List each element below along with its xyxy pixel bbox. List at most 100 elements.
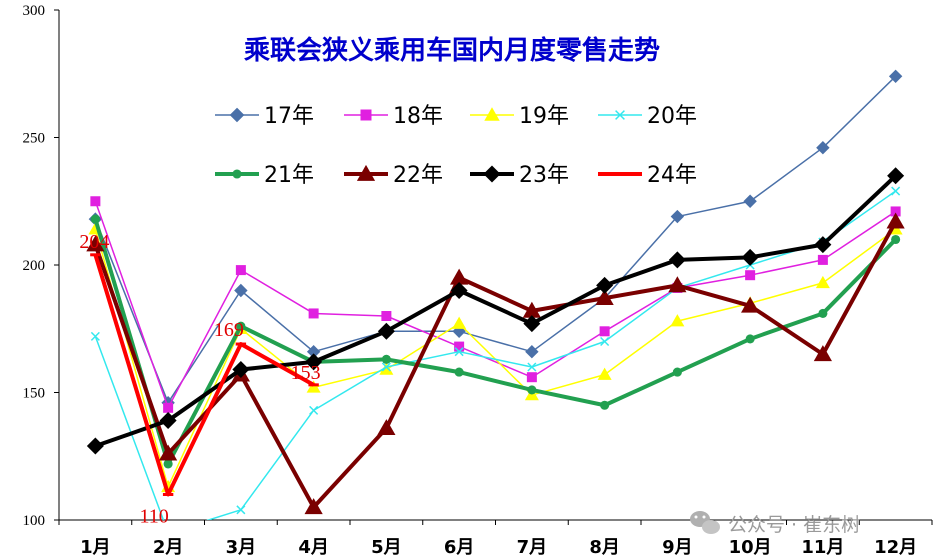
data-point — [305, 353, 323, 371]
watermark-text: 公众号 · 崔东树 — [728, 514, 860, 536]
data-point — [304, 498, 323, 515]
legend-swatch-marker — [615, 110, 625, 120]
series-line — [93, 218, 898, 466]
data-point — [163, 402, 174, 413]
data-point — [596, 276, 614, 294]
wechat-icon — [690, 511, 720, 534]
data-point — [454, 347, 464, 357]
series-line — [93, 220, 898, 510]
series-line — [94, 201, 897, 409]
legend-label: 17年 — [264, 104, 314, 129]
series-2 — [88, 222, 903, 493]
legend-label: 23年 — [519, 163, 569, 188]
data-point — [670, 209, 685, 224]
data-point — [670, 314, 685, 327]
x-tick-label: 3月 — [226, 537, 257, 558]
legend-swatch-marker — [484, 107, 500, 121]
data-point — [454, 367, 464, 377]
data-point — [234, 283, 248, 298]
legend-swatch-marker — [232, 169, 242, 179]
data-point — [309, 405, 319, 415]
data-point — [381, 354, 391, 364]
data-point — [668, 251, 686, 269]
x-tick-label: 4月 — [298, 537, 329, 558]
x-tick-label: 11月 — [801, 537, 844, 558]
x-tick-label: 10月 — [729, 537, 772, 558]
data-point — [86, 235, 105, 252]
data-point — [450, 281, 468, 300]
data-point — [818, 308, 828, 319]
data-point — [886, 212, 905, 229]
series-line — [94, 75, 897, 404]
data-point — [813, 345, 832, 362]
x-tick-label: 1月 — [80, 537, 111, 558]
data-point — [90, 196, 101, 207]
data-point — [600, 336, 610, 347]
data-point — [522, 301, 541, 318]
data-label: 169 — [214, 319, 244, 341]
legend-swatch-marker — [614, 172, 626, 176]
data-point — [377, 419, 396, 436]
x-tick-label: 2月 — [153, 537, 184, 558]
legend-item: 22年 — [344, 163, 443, 188]
y-tick-label: 150 — [23, 386, 46, 402]
data-point — [381, 311, 392, 321]
data-point — [526, 372, 537, 383]
data-point — [379, 362, 394, 375]
data-point — [815, 275, 830, 289]
y-tick-label: 200 — [23, 258, 46, 274]
data-point — [741, 248, 759, 266]
data-point — [450, 268, 469, 285]
y-tick-label: 300 — [23, 3, 46, 19]
data-point — [235, 265, 246, 276]
data-labels: 204 110 169 153 — [79, 231, 320, 528]
series-line — [94, 174, 897, 448]
data-point — [891, 234, 901, 245]
series-line — [94, 190, 897, 520]
series-4 — [90, 214, 901, 469]
data-point — [743, 194, 757, 208]
legend-item: 24年 — [598, 163, 697, 188]
data-label: 110 — [139, 506, 168, 528]
data-label: 153 — [291, 362, 321, 384]
data-point — [887, 167, 905, 185]
data-point — [599, 326, 610, 337]
data-point — [159, 444, 178, 461]
data-point — [454, 341, 465, 352]
series-line — [93, 254, 315, 497]
x-tick-label: 9月 — [662, 537, 693, 558]
data-point — [814, 236, 832, 254]
legend-label: 22年 — [393, 163, 443, 188]
data-point — [527, 385, 537, 395]
data-point — [86, 437, 104, 455]
data-point — [888, 69, 903, 84]
x-tick-label: 6月 — [444, 537, 475, 558]
legend-label: 20年 — [647, 104, 697, 129]
legend: 17年 18年 19年 20年 21年 22年 23年 24年 — [215, 104, 697, 188]
legend-label: 21年 — [264, 163, 314, 188]
data-point — [236, 321, 246, 331]
y-tick-label: 100 — [23, 513, 46, 529]
data-point — [890, 206, 901, 217]
data-point — [600, 400, 610, 410]
data-point — [523, 315, 541, 333]
x-tick-label: 12月 — [874, 537, 917, 558]
series-7 — [90, 253, 319, 497]
legend-swatch-marker — [356, 164, 376, 181]
data-point — [163, 459, 173, 469]
series-lines — [86, 69, 905, 520]
data-point — [381, 362, 391, 372]
data-point — [672, 367, 682, 377]
x-tick-label: 5月 — [371, 537, 402, 558]
data-point — [741, 296, 760, 313]
data-point — [745, 334, 755, 344]
legend-item: 20年 — [598, 104, 697, 129]
data-point — [90, 253, 101, 257]
data-label: 204 — [79, 231, 109, 253]
chart-title: 乘联会狭义乘用车国内月度零售走势 — [243, 35, 660, 66]
data-point — [745, 270, 756, 281]
legend-swatch-marker — [229, 107, 245, 123]
data-point — [525, 344, 539, 359]
legend-item: 23年 — [470, 163, 569, 188]
